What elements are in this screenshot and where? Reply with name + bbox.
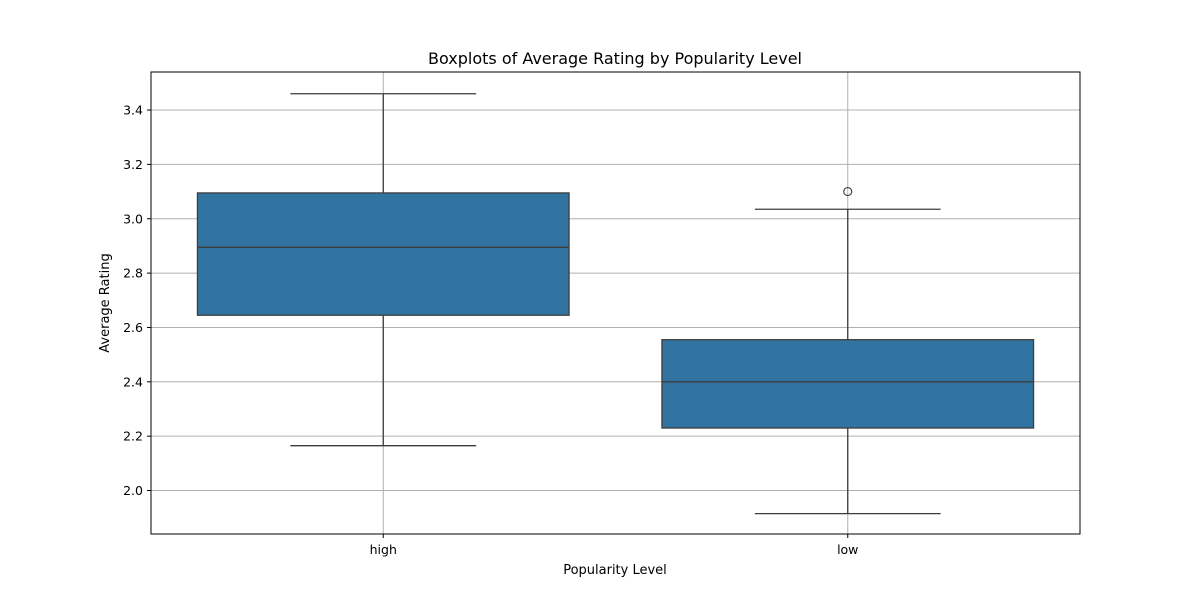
plot-frame [150, 71, 1081, 535]
y-tick-label: 3.0 [123, 211, 143, 226]
box-low [661, 187, 1035, 515]
iqr-box [196, 192, 570, 316]
x-tick-label: low [837, 542, 858, 557]
box-high [196, 93, 570, 447]
y-tick-label: 2.2 [123, 429, 143, 444]
outlier-point [843, 187, 853, 197]
x-axis-ticks: high low [370, 534, 858, 557]
iqr-box [661, 339, 1035, 429]
y-tick-label: 3.4 [123, 103, 143, 118]
chart-title: Boxplots of Average Rating by Popularity… [428, 49, 802, 68]
y-axis-label: Average Rating [98, 253, 113, 352]
x-axis-label: Popularity Level [563, 563, 667, 578]
box-layer [196, 93, 1035, 515]
x-tick-label: high [370, 542, 397, 557]
y-tick-label: 2.4 [123, 374, 143, 389]
y-axis-ticks: 2.0 2.2 2.4 2.6 2.8 3.0 3.2 3.4 [123, 103, 151, 498]
y-tick-label: 2.6 [123, 320, 143, 335]
y-tick-label: 2.0 [123, 483, 143, 498]
y-tick-label: 3.2 [123, 157, 143, 172]
y-tick-label: 2.8 [123, 266, 143, 281]
